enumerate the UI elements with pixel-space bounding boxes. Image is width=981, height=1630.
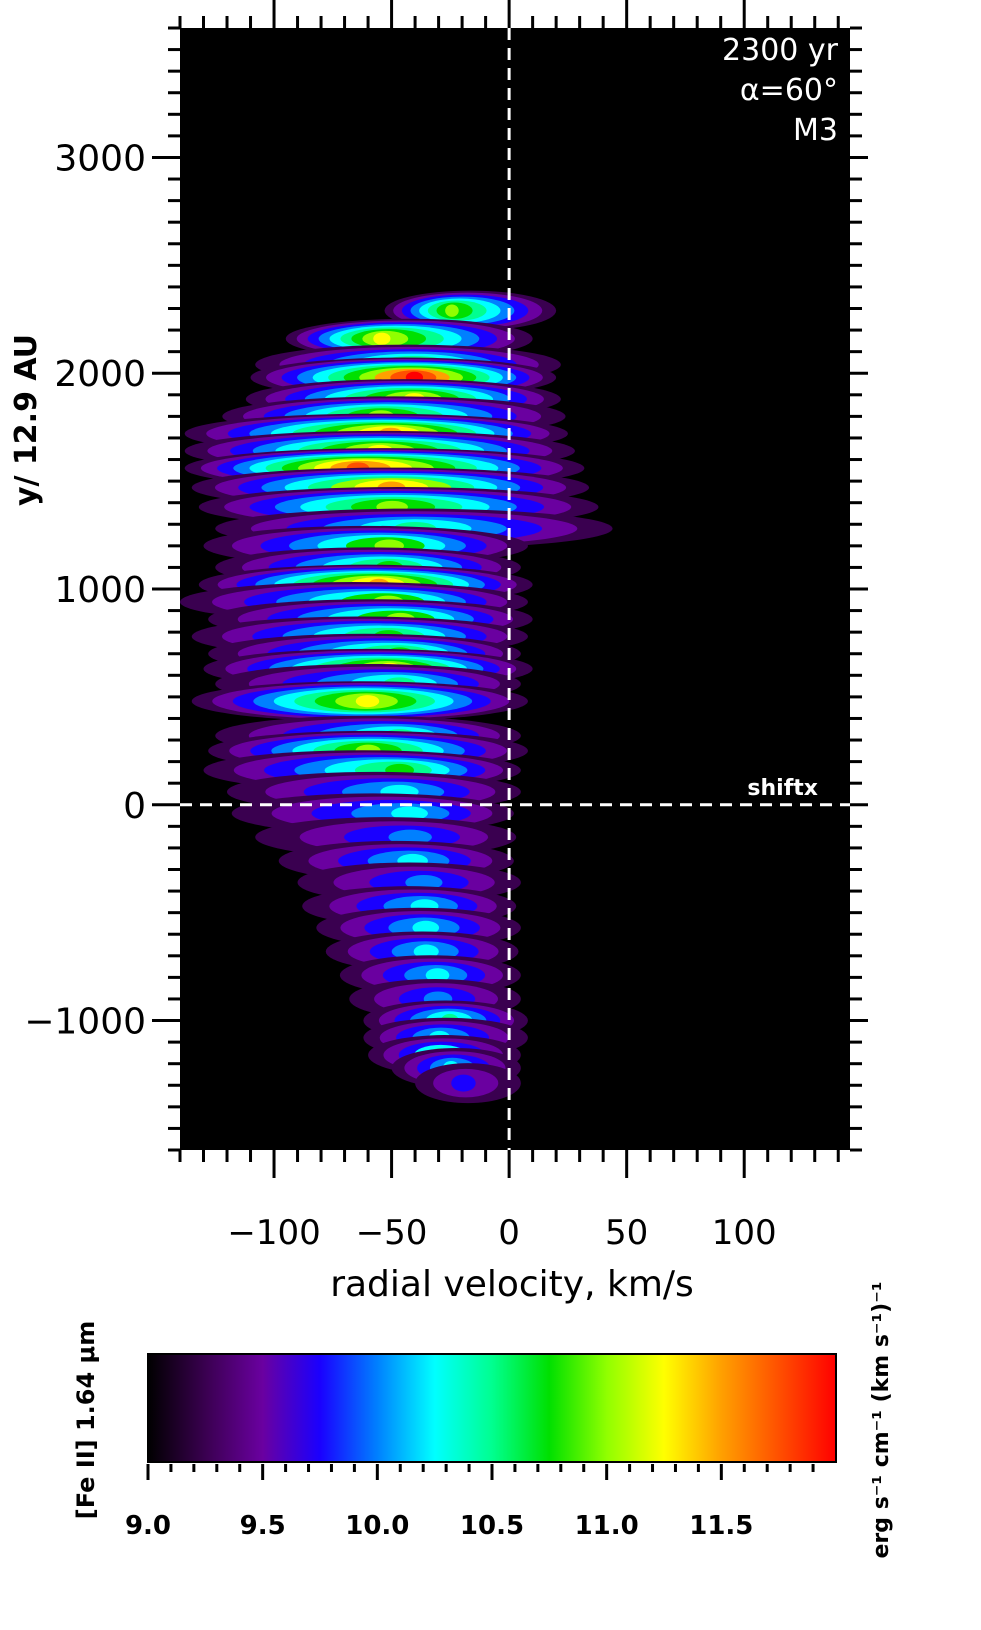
y-tick-label: 3000 — [54, 138, 146, 179]
x-tick-label: 50 — [605, 1213, 648, 1253]
emission-band — [451, 1074, 476, 1092]
emission-band — [425, 968, 450, 983]
colorbar-ticks: 9.0 9.5 10.0 10.5 11.0 11.5 — [125, 1464, 815, 1541]
colorbar-units: erg s⁻¹ cm⁻¹ (km s⁻¹)⁻¹ — [869, 1282, 894, 1559]
emission-band — [445, 304, 459, 317]
annotation-time: 2300 yr — [722, 33, 839, 68]
emission-band — [405, 874, 443, 890]
reference-lines — [180, 28, 850, 1150]
axis-ticks — [152, 0, 868, 1178]
emission-band — [413, 944, 439, 959]
x-tick-label: 0 — [498, 1213, 520, 1253]
colorbar-label: [Fe II] 1.64 μm — [72, 1321, 100, 1519]
y-tick-label: 1000 — [54, 570, 146, 611]
colorbar — [147, 1353, 837, 1463]
x-tick-label: 100 — [712, 1213, 777, 1253]
shiftx-label: shiftx — [747, 776, 818, 801]
colorbar-tick-label: 11.0 — [575, 1511, 639, 1541]
axis-tick-labels: −100 −50 0 50 100 3000 2000 1000 0 −1000 — [24, 138, 776, 1253]
emission-bands — [180, 290, 613, 1104]
x-axis-label: radial velocity, km/s — [330, 1264, 694, 1305]
x-tick-label: −100 — [227, 1213, 320, 1253]
y-tick-label: 2000 — [54, 354, 146, 395]
y-tick-label: −1000 — [24, 1002, 146, 1043]
colorbar-tick-label: 9.0 — [125, 1511, 171, 1541]
emission-band — [373, 332, 391, 345]
emission-band — [412, 920, 440, 935]
colorbar-tick-label: 10.5 — [460, 1511, 524, 1541]
colorbar-tick-label: 11.5 — [689, 1511, 753, 1541]
x-tick-label: −50 — [356, 1213, 428, 1253]
colorbar-tick-label: 9.5 — [240, 1511, 286, 1541]
annotation-model: M3 — [793, 113, 838, 148]
colorbar-tick-label: 10.0 — [345, 1511, 409, 1541]
y-axis-label: y/ 12.9 AU — [9, 334, 44, 506]
emission-band — [355, 695, 380, 708]
y-tick-label: 0 — [123, 786, 146, 827]
emission-band — [391, 806, 428, 821]
annotation-angle: α=60° — [740, 73, 838, 108]
